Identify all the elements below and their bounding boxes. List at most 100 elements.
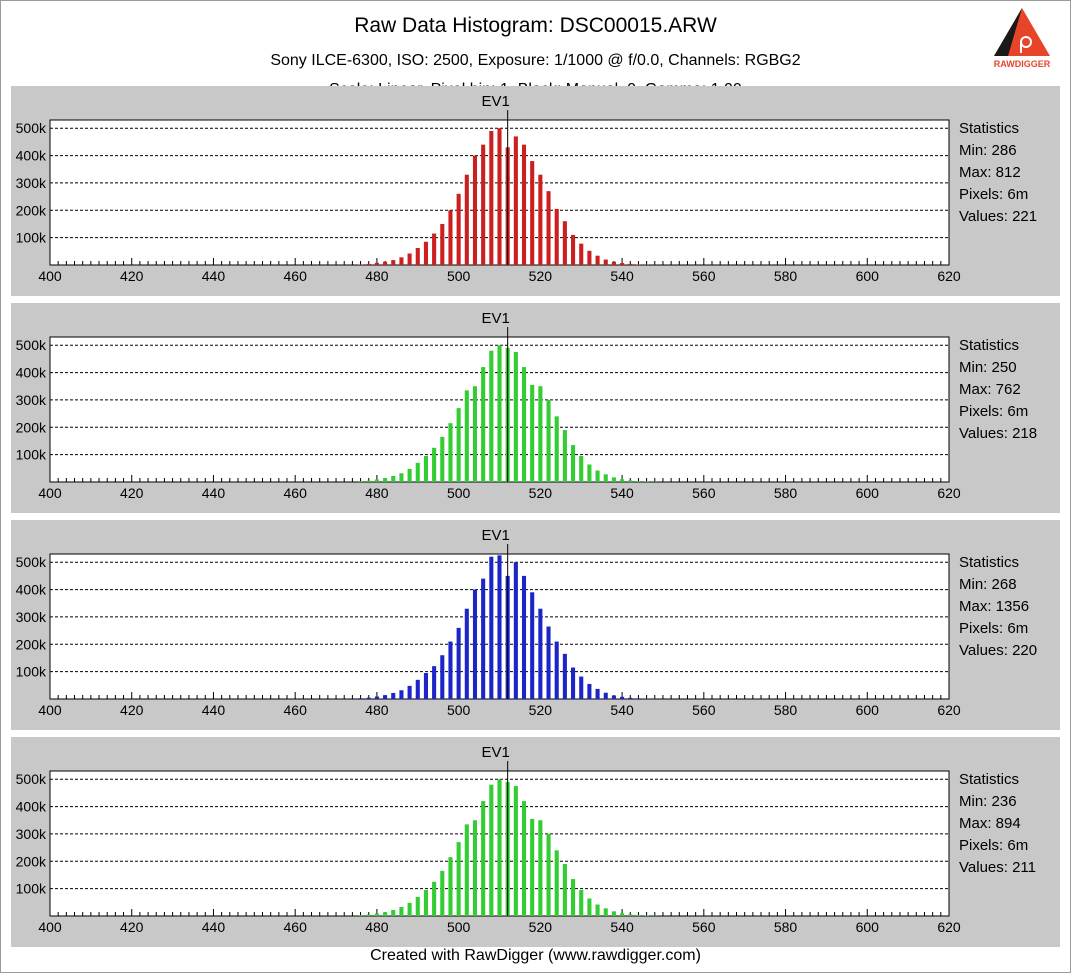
histogram-bar <box>538 174 543 265</box>
histogram-bar <box>448 641 453 699</box>
histogram-bar <box>554 641 559 699</box>
histogram-bar <box>636 264 641 265</box>
histogram-bar <box>603 474 608 482</box>
y-tick-label: 500k <box>16 337 47 353</box>
histogram-bar <box>374 479 379 482</box>
y-tick-label: 100k <box>16 881 47 897</box>
histogram-bar <box>432 666 437 699</box>
histogram-bar <box>432 447 437 482</box>
histogram-bar <box>546 626 551 699</box>
scale-info: Scale: Linear, Pixel bin: 1, Black: Manu… <box>0 78 1071 86</box>
histogram-bar <box>636 698 641 699</box>
x-tick-label: 500 <box>447 919 471 935</box>
stats-block-blue: Statistics Min: 268 Max: 1356 Pixels: 6m… <box>959 552 1037 662</box>
stats-max: Max: 1356 <box>959 598 1030 615</box>
histogram-bar <box>383 261 388 265</box>
histogram-panel-blue: 100k 200k 300k 400k 500k 400 420 440 460 480 500 52… <box>11 520 1060 730</box>
histogram-bar <box>440 655 445 699</box>
y-tick-label: 200k <box>16 853 47 869</box>
y-tick-label: 500k <box>16 771 47 787</box>
histogram-bar <box>415 248 420 265</box>
x-tick-label: 620 <box>937 702 961 718</box>
histogram-bar <box>464 608 469 699</box>
histogram-bar <box>456 408 461 482</box>
histogram-bar <box>448 423 453 482</box>
histogram-bar <box>620 263 625 265</box>
x-tick-label: 580 <box>774 919 798 935</box>
y-tick-label: 400k <box>16 148 47 164</box>
x-tick-label: 440 <box>202 702 226 718</box>
histogram-bar <box>481 367 486 482</box>
histogram-bar <box>620 913 625 916</box>
histogram-bar <box>628 480 633 482</box>
histogram-bar <box>562 864 567 916</box>
histogram-bar <box>366 480 371 482</box>
histogram-bar <box>366 914 371 916</box>
stats-title: Statistics <box>959 554 1020 571</box>
histogram-panel-green: 100k 200k 300k 400k 500k 400 420 440 460 480 500 52… <box>11 303 1060 513</box>
histogram-bar <box>366 697 371 699</box>
histogram-bar <box>407 253 412 265</box>
histogram-bar <box>497 345 502 482</box>
histogram-bar <box>423 673 428 699</box>
histogram-bar <box>497 779 502 916</box>
footer-credit: Created with RawDigger (www.rawdigger.co… <box>370 947 701 964</box>
stats-title: Statistics <box>959 337 1020 354</box>
y-tick-label: 200k <box>16 202 47 218</box>
histogram-bar <box>571 234 576 265</box>
histogram-bar <box>587 898 592 916</box>
histogram-bar <box>358 264 363 265</box>
histogram-panel-green2: 100k 200k 300k 400k 500k 400 420 440 460 480 500 52… <box>11 737 1060 947</box>
histogram-bar <box>366 263 371 265</box>
histogram-bar <box>595 470 600 482</box>
histogram-bar <box>513 786 518 916</box>
y-tick-label: 200k <box>16 419 47 435</box>
stats-pixels: Pixels: 6m <box>959 403 1029 420</box>
x-tick-label: 560 <box>692 268 716 284</box>
histogram-bar <box>521 367 527 482</box>
histogram-bar <box>587 464 592 482</box>
stats-max: Max: 894 <box>959 815 1021 832</box>
histogram-bar <box>521 575 527 699</box>
x-tick-label: 420 <box>120 268 144 284</box>
histogram-bar <box>456 627 461 699</box>
histogram-bar <box>440 870 445 916</box>
histogram-bar <box>383 695 388 699</box>
y-tick-label: 300k <box>16 392 47 408</box>
stats-values: Values: 221 <box>959 208 1038 225</box>
histogram-bar <box>554 850 559 916</box>
histogram-bar <box>407 902 412 916</box>
stats-values: Values: 218 <box>959 425 1038 442</box>
histogram-chart-blue: 100k 200k 300k 400k 500k 400 420 440 460 480 500 52… <box>16 527 961 718</box>
histogram-bar <box>554 416 559 482</box>
x-tick-label: 520 <box>529 919 553 935</box>
y-tick-label: 200k <box>16 636 47 652</box>
histogram-bar <box>358 698 363 699</box>
histogram-bar <box>611 695 616 699</box>
x-tick-label: 520 <box>529 702 553 718</box>
stats-title: Statistics <box>959 120 1020 137</box>
histogram-bar <box>513 352 518 482</box>
x-tick-label: 480 <box>365 702 389 718</box>
x-tick-label: 540 <box>610 702 634 718</box>
x-tick-label: 440 <box>202 485 226 501</box>
y-tick-label: 500k <box>16 554 47 570</box>
x-tick-label: 540 <box>610 919 634 935</box>
histogram-bar <box>497 555 502 699</box>
x-tick-label: 460 <box>284 268 308 284</box>
histogram-bar <box>530 592 535 699</box>
histogram-bar <box>415 462 420 482</box>
x-tick-label: 440 <box>202 919 226 935</box>
histogram-bar <box>587 250 592 265</box>
stats-block-green: Statistics Min: 250 Max: 762 Pixels: 6m … <box>959 335 1037 445</box>
histogram-bar <box>432 233 437 265</box>
histogram-chart-green: 100k 200k 300k 400k 500k 400 420 440 460 480 500 52… <box>16 310 961 501</box>
histogram-bar <box>358 915 363 916</box>
x-tick-label: 420 <box>120 485 144 501</box>
histogram-bar <box>628 914 633 916</box>
stats-max: Max: 812 <box>959 164 1021 181</box>
histogram-bar <box>383 912 388 916</box>
histogram-bar <box>628 697 633 699</box>
histogram-bar <box>464 174 469 265</box>
histogram-bar <box>521 801 527 916</box>
